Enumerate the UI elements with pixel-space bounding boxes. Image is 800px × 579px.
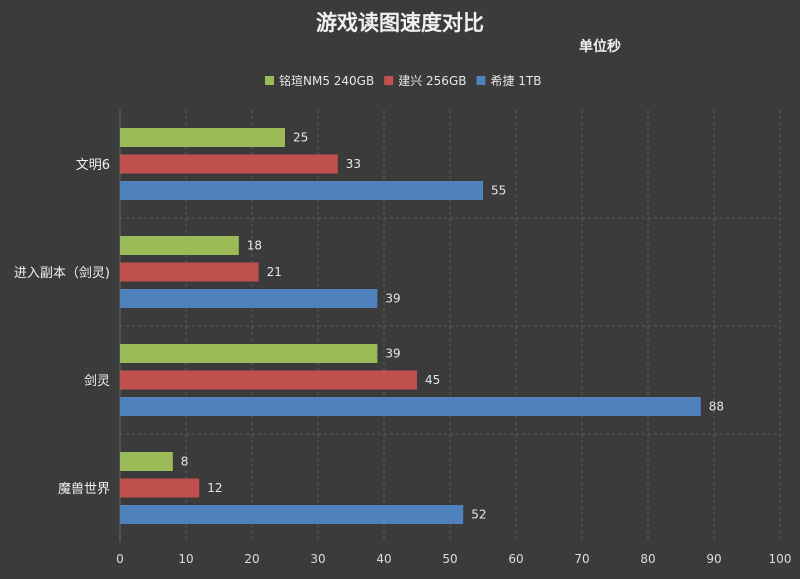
data-label: 52: [471, 508, 486, 522]
x-tick-label: 60: [508, 552, 523, 566]
data-label: 45: [425, 373, 440, 387]
bar: [120, 478, 200, 498]
x-tick-label: 10: [178, 552, 193, 566]
data-label: 8: [181, 455, 189, 469]
data-label: 18: [247, 239, 262, 253]
x-tick-label: 70: [574, 552, 589, 566]
chart-title: 游戏读图速度对比: [316, 10, 484, 35]
data-label: 39: [385, 292, 400, 306]
x-tick-label: 0: [116, 552, 124, 566]
bar: [120, 181, 483, 200]
x-tick-label: 80: [640, 552, 655, 566]
legend-label: 建兴 256GB: [398, 74, 466, 88]
legend-swatch: [476, 76, 486, 85]
x-tick-label: 40: [376, 552, 391, 566]
bar: [120, 236, 239, 255]
bar: [120, 128, 285, 147]
x-tick-label: 100: [769, 552, 792, 566]
bar: [120, 262, 259, 282]
x-tick-label: 90: [706, 552, 721, 566]
bar: [120, 452, 173, 471]
data-label: 25: [293, 131, 308, 145]
x-tick-labels: 0 10 20 30 40 50 60 70 80 90 100: [116, 552, 791, 566]
bar: [120, 154, 338, 174]
x-tick-label: 30: [310, 552, 325, 566]
bar: [120, 505, 464, 524]
bar: [120, 289, 378, 308]
data-label: 12: [207, 481, 222, 495]
legend-label: 铭瑄NM5 240GB: [279, 73, 374, 88]
legend-label: 希捷 1TB: [490, 73, 541, 88]
category-label: 剑灵: [84, 373, 110, 389]
bar: [120, 370, 417, 390]
legend: 铭瑄NM5 240GB 建兴 256GB 希捷 1TB: [265, 73, 542, 88]
data-label: 21: [267, 265, 282, 279]
legend-swatch: [265, 76, 274, 85]
gridlines: [119, 110, 781, 542]
data-label: 33: [346, 157, 361, 171]
bar: [120, 397, 701, 416]
data-label: 88: [709, 400, 724, 414]
category-label: 文明6: [76, 158, 110, 173]
chart-subtitle: 单位秒: [579, 38, 621, 55]
x-tick-label: 20: [244, 552, 259, 566]
category-label: 魔兽世界: [58, 482, 110, 497]
x-tick-label: 50: [442, 552, 457, 566]
bar: [120, 344, 378, 363]
data-label: 55: [491, 184, 506, 198]
data-label: 39: [385, 347, 400, 361]
legend-swatch: [384, 76, 394, 85]
category-label: 进入副本（剑灵): [14, 265, 110, 281]
